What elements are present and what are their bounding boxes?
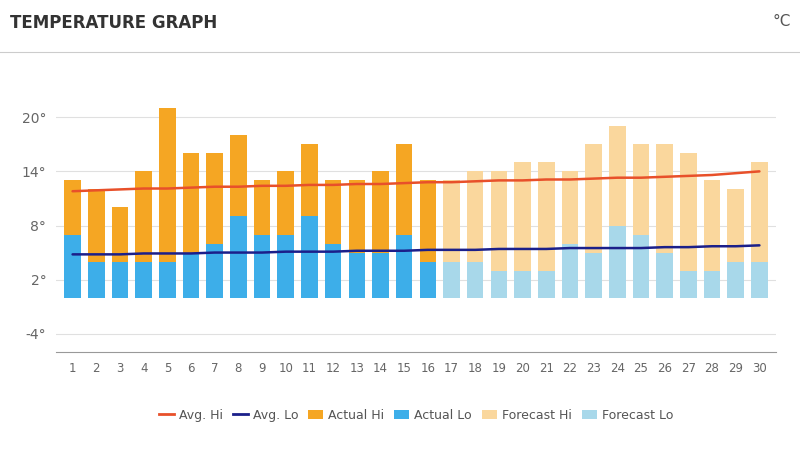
Bar bbox=[514, 271, 531, 298]
Bar bbox=[419, 262, 436, 298]
Bar bbox=[680, 153, 697, 271]
Bar bbox=[633, 235, 650, 298]
Bar bbox=[467, 262, 483, 298]
Bar bbox=[64, 235, 81, 298]
Bar bbox=[680, 271, 697, 298]
Bar bbox=[230, 135, 246, 216]
Bar bbox=[538, 162, 554, 271]
Bar bbox=[633, 144, 650, 235]
Bar bbox=[443, 262, 460, 298]
Bar bbox=[586, 144, 602, 253]
Bar bbox=[443, 180, 460, 262]
Bar bbox=[301, 144, 318, 216]
Bar bbox=[230, 216, 246, 298]
Bar bbox=[419, 180, 436, 262]
Bar bbox=[278, 171, 294, 235]
Bar bbox=[301, 216, 318, 298]
Bar bbox=[609, 126, 626, 226]
Bar bbox=[586, 253, 602, 298]
Bar bbox=[562, 171, 578, 244]
Bar bbox=[656, 253, 673, 298]
Bar bbox=[159, 108, 176, 262]
Bar bbox=[206, 244, 223, 298]
Bar bbox=[349, 253, 365, 298]
Bar bbox=[206, 153, 223, 244]
Bar bbox=[88, 262, 105, 298]
Text: TEMPERATURE GRAPH: TEMPERATURE GRAPH bbox=[10, 14, 218, 32]
Bar bbox=[349, 180, 365, 253]
Bar bbox=[704, 180, 720, 271]
Bar bbox=[112, 262, 128, 298]
Bar bbox=[159, 262, 176, 298]
Bar bbox=[88, 189, 105, 262]
Bar bbox=[514, 162, 531, 271]
Text: °C: °C bbox=[772, 14, 790, 28]
Bar bbox=[372, 253, 389, 298]
Bar bbox=[656, 144, 673, 253]
Bar bbox=[254, 235, 270, 298]
Bar bbox=[396, 144, 413, 235]
Bar bbox=[609, 226, 626, 298]
Bar bbox=[727, 189, 744, 262]
Bar bbox=[751, 162, 768, 262]
Bar bbox=[135, 171, 152, 262]
Bar bbox=[467, 171, 483, 262]
Bar bbox=[325, 180, 342, 244]
Bar bbox=[538, 271, 554, 298]
Bar bbox=[727, 262, 744, 298]
Bar bbox=[372, 171, 389, 253]
Bar bbox=[325, 244, 342, 298]
Bar bbox=[490, 271, 507, 298]
Bar bbox=[64, 180, 81, 235]
Bar bbox=[135, 262, 152, 298]
Bar bbox=[490, 171, 507, 271]
Legend: Avg. Hi, Avg. Lo, Actual Hi, Actual Lo, Forecast Hi, Forecast Lo: Avg. Hi, Avg. Lo, Actual Hi, Actual Lo, … bbox=[154, 404, 678, 427]
Bar bbox=[396, 235, 413, 298]
Bar bbox=[704, 271, 720, 298]
Bar bbox=[278, 235, 294, 298]
Bar bbox=[751, 262, 768, 298]
Bar bbox=[182, 253, 199, 298]
Bar bbox=[562, 244, 578, 298]
Bar bbox=[182, 153, 199, 253]
Bar bbox=[254, 180, 270, 235]
Bar bbox=[112, 207, 128, 262]
